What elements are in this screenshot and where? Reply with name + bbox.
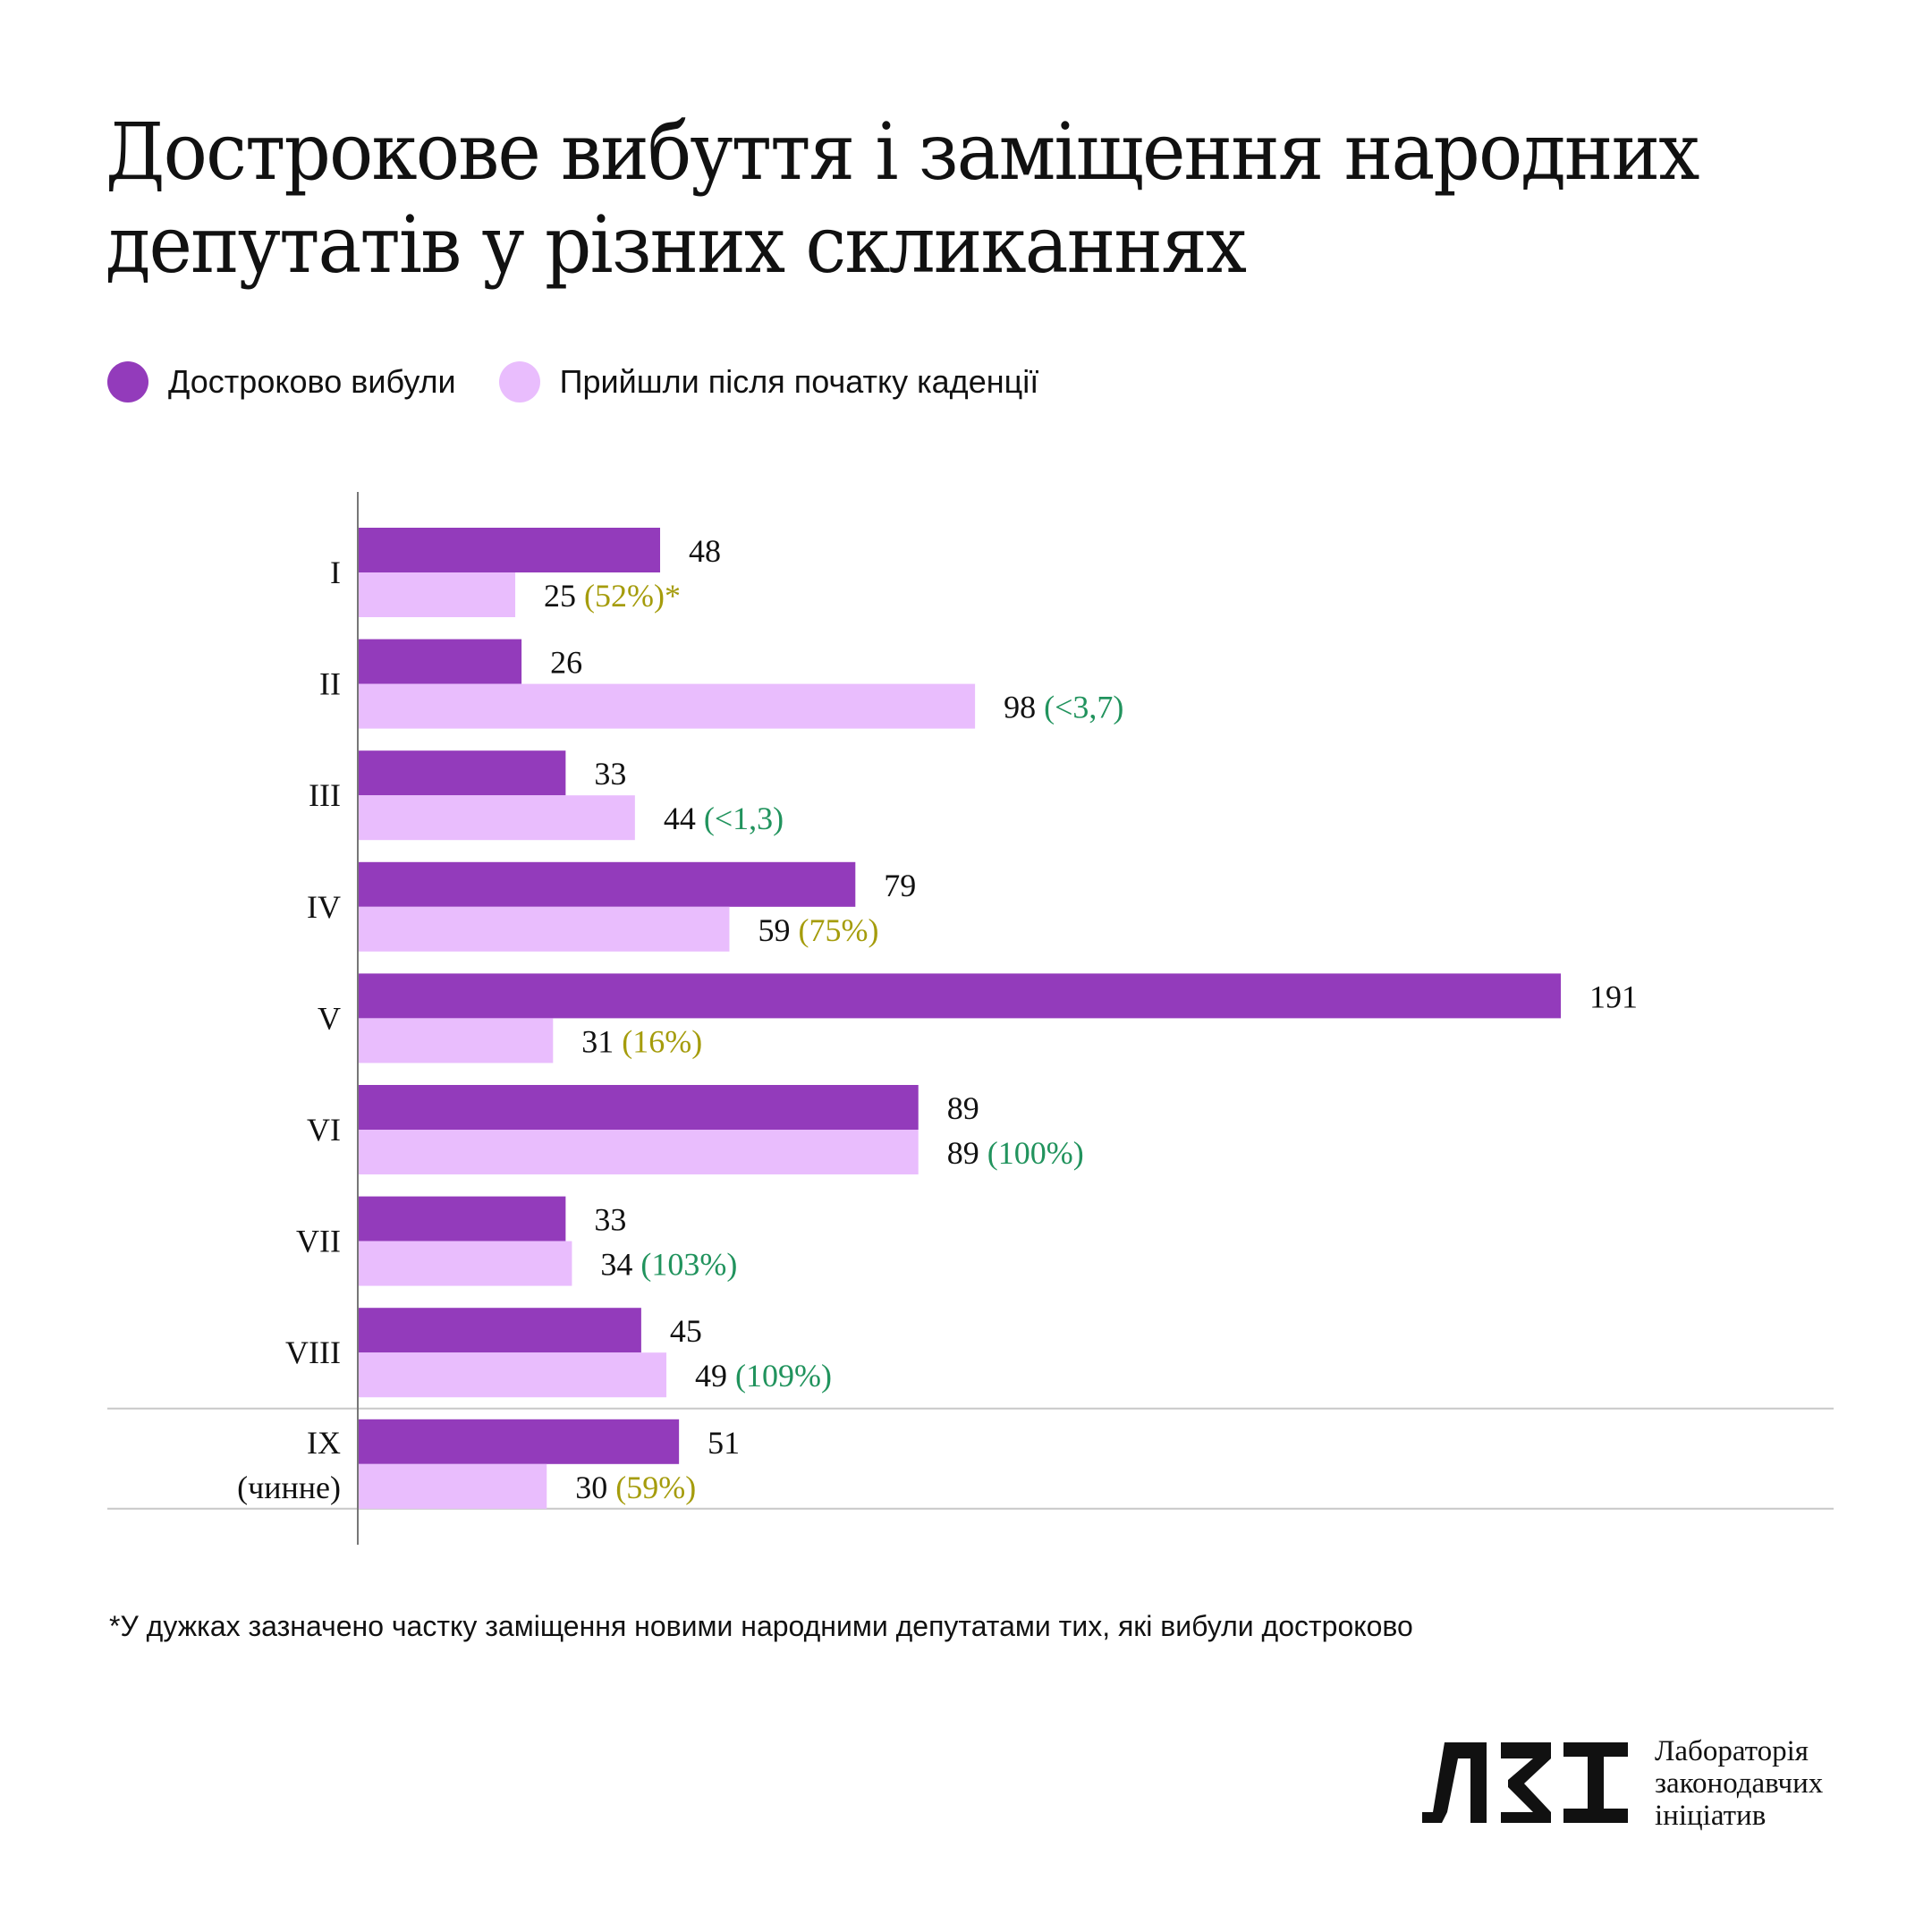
value-label-left-early-II: 26 [550,645,582,681]
replacement-ratio-IV: (75%) [798,912,878,948]
value-label-left-early-IX: 51 [708,1425,740,1461]
legend-swatch-left-early [107,361,148,402]
value-number-VIII: 49 [695,1358,735,1394]
bar-came-later-IV [358,906,730,952]
value-number-V: 31 [581,1023,622,1059]
bar-came-later-II [358,683,976,729]
category-label-IV: IV [307,889,341,925]
title-line-2: депутатів у різних скликаннях [106,199,1247,291]
value-label-left-early-V: 191 [1589,979,1638,1014]
value-label-left-early-IV: 79 [884,868,916,903]
bar-left-early-VI [358,1085,919,1130]
bar-left-early-IV [358,861,856,907]
value-number-IV: 59 [758,912,798,948]
legend-item-came-later: Прийшли після початку каденції [498,361,1039,402]
bar-came-later-V [358,1018,554,1063]
category-label-III: III [309,777,341,813]
category-label-V: V [318,1000,341,1036]
bar-left-early-II [358,639,522,684]
value-number-VI: 89 [947,1135,987,1171]
value-number-IX: 30 [575,1470,615,1505]
value-label-came-later-II: 98 (<3,7) [1004,690,1123,725]
value-label-came-later-V: 31 (16%) [581,1023,702,1059]
value-label-left-early-VIII: 45 [670,1313,702,1349]
bar-came-later-VII [358,1241,572,1286]
value-number-VII: 34 [600,1247,640,1283]
value-number-III: 44 [664,801,704,836]
value-number-II: 98 [1004,690,1044,725]
value-label-left-early-III: 33 [594,756,626,792]
title-line-1: Дострокове вибуття і заміщення народних [106,106,1699,198]
replacement-ratio-VIII: (109%) [735,1358,832,1394]
value-label-left-early-VII: 33 [594,1202,626,1238]
category-label-VII: VII [296,1224,341,1259]
bar-left-early-I [358,528,661,572]
category-label-II: II [319,666,341,702]
legend-label-left-early: Достроково вибули [168,363,456,400]
value-label-left-early-VI: 89 [947,1090,979,1126]
replacement-ratio-VI: (100%) [987,1135,1084,1171]
footnote: *У дужках зазначено частку заміщення нов… [109,1610,1413,1642]
lzi-logo-icon [1422,1742,1628,1823]
logo-line-2: законодавчих [1655,1767,1824,1800]
bar-left-early-III [358,750,566,796]
value-label-came-later-III: 44 (<1,3) [664,801,784,836]
replacement-ratio-IX: (59%) [615,1470,696,1505]
legend-label-came-later: Прийшли після початку каденції [559,363,1039,400]
category-label-I: I [330,555,341,590]
bar-left-early-V [358,973,1561,1019]
replacement-ratio-V: (16%) [622,1023,702,1059]
bar-came-later-VI [358,1130,919,1174]
bar-came-later-III [358,795,635,841]
value-label-came-later-VI: 89 (100%) [947,1135,1084,1171]
category-sublabel-IX: (чинне) [237,1470,341,1505]
legend-swatch-came-later [498,361,540,402]
value-label-came-later-IV: 59 (75%) [758,912,878,948]
logo-line-3: ініціатив [1655,1800,1767,1832]
category-label-IX: IX [307,1425,341,1461]
category-label-VIII: VIII [285,1335,341,1370]
legend-item-left-early: Достроково вибули [107,361,456,402]
logo-text: Лабораторія законодавчих ініціатив [1655,1735,1823,1832]
logo: Лабораторія законодавчих ініціатив [1422,1735,1823,1832]
replacement-ratio-VII: (103%) [640,1247,737,1283]
value-label-came-later-IX: 30 (59%) [575,1470,696,1505]
replacement-ratio-I: (52%)* [584,578,681,614]
logo-line-1: Лабораторія [1655,1735,1809,1767]
chart-title: Дострокове вибуття і заміщення народних … [106,106,1752,292]
bar-left-early-VIII [358,1308,641,1353]
value-label-came-later-VIII: 49 (109%) [695,1358,832,1394]
value-label-came-later-I: 25 (52%)* [544,578,681,614]
replacement-ratio-II: (<3,7) [1044,690,1123,725]
bar-came-later-VIII [358,1352,667,1398]
replacement-ratio-III: (<1,3) [704,801,784,836]
value-label-came-later-VII: 34 (103%) [600,1247,737,1283]
bar-came-later-IX [358,1463,547,1509]
value-label-left-early-I: 48 [689,533,721,569]
legend: Достроково вибули Прийшли після початку … [107,361,1081,402]
bar-left-early-IX [358,1419,680,1464]
category-label-VI: VI [307,1112,341,1148]
bar-left-early-VII [358,1196,566,1241]
value-number-I: 25 [544,578,584,614]
bar-came-later-I [358,572,516,617]
